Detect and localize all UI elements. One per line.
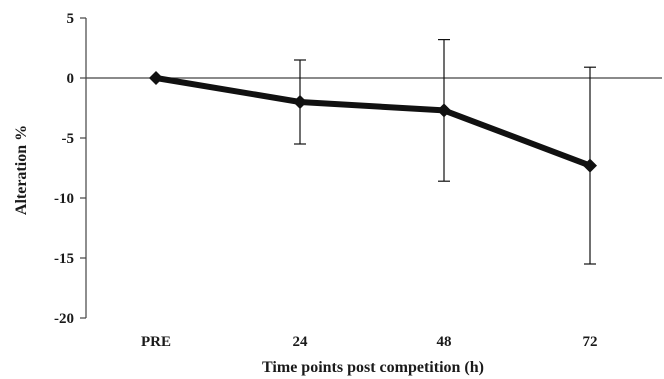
x-tick-label: PRE xyxy=(141,334,171,350)
data-point-marker xyxy=(149,71,163,85)
x-tick-label: 48 xyxy=(437,334,452,350)
y-tick-label: -10 xyxy=(54,191,74,207)
data-point-marker xyxy=(293,95,307,109)
x-tick-label: 24 xyxy=(293,334,309,350)
y-axis: 5 0 -5 -10 -15 -20 xyxy=(54,11,87,327)
y-tick-label: 0 xyxy=(67,71,75,87)
data-point-marker xyxy=(437,103,451,118)
data-points xyxy=(149,71,597,173)
x-tick-label: 72 xyxy=(583,334,598,350)
y-tick-label: -20 xyxy=(54,311,74,327)
series-line xyxy=(155,75,592,169)
data-point-marker xyxy=(583,158,597,173)
y-tick-label: -15 xyxy=(54,251,74,267)
series-line-group xyxy=(155,75,592,169)
y-axis-title: Alteration % xyxy=(13,125,30,215)
x-axis: PRE 24 48 72 xyxy=(86,77,662,350)
y-tick-label: -5 xyxy=(62,131,75,147)
x-axis-title: Time points post competition (h) xyxy=(262,359,484,376)
y-tick-label: 5 xyxy=(67,11,75,27)
